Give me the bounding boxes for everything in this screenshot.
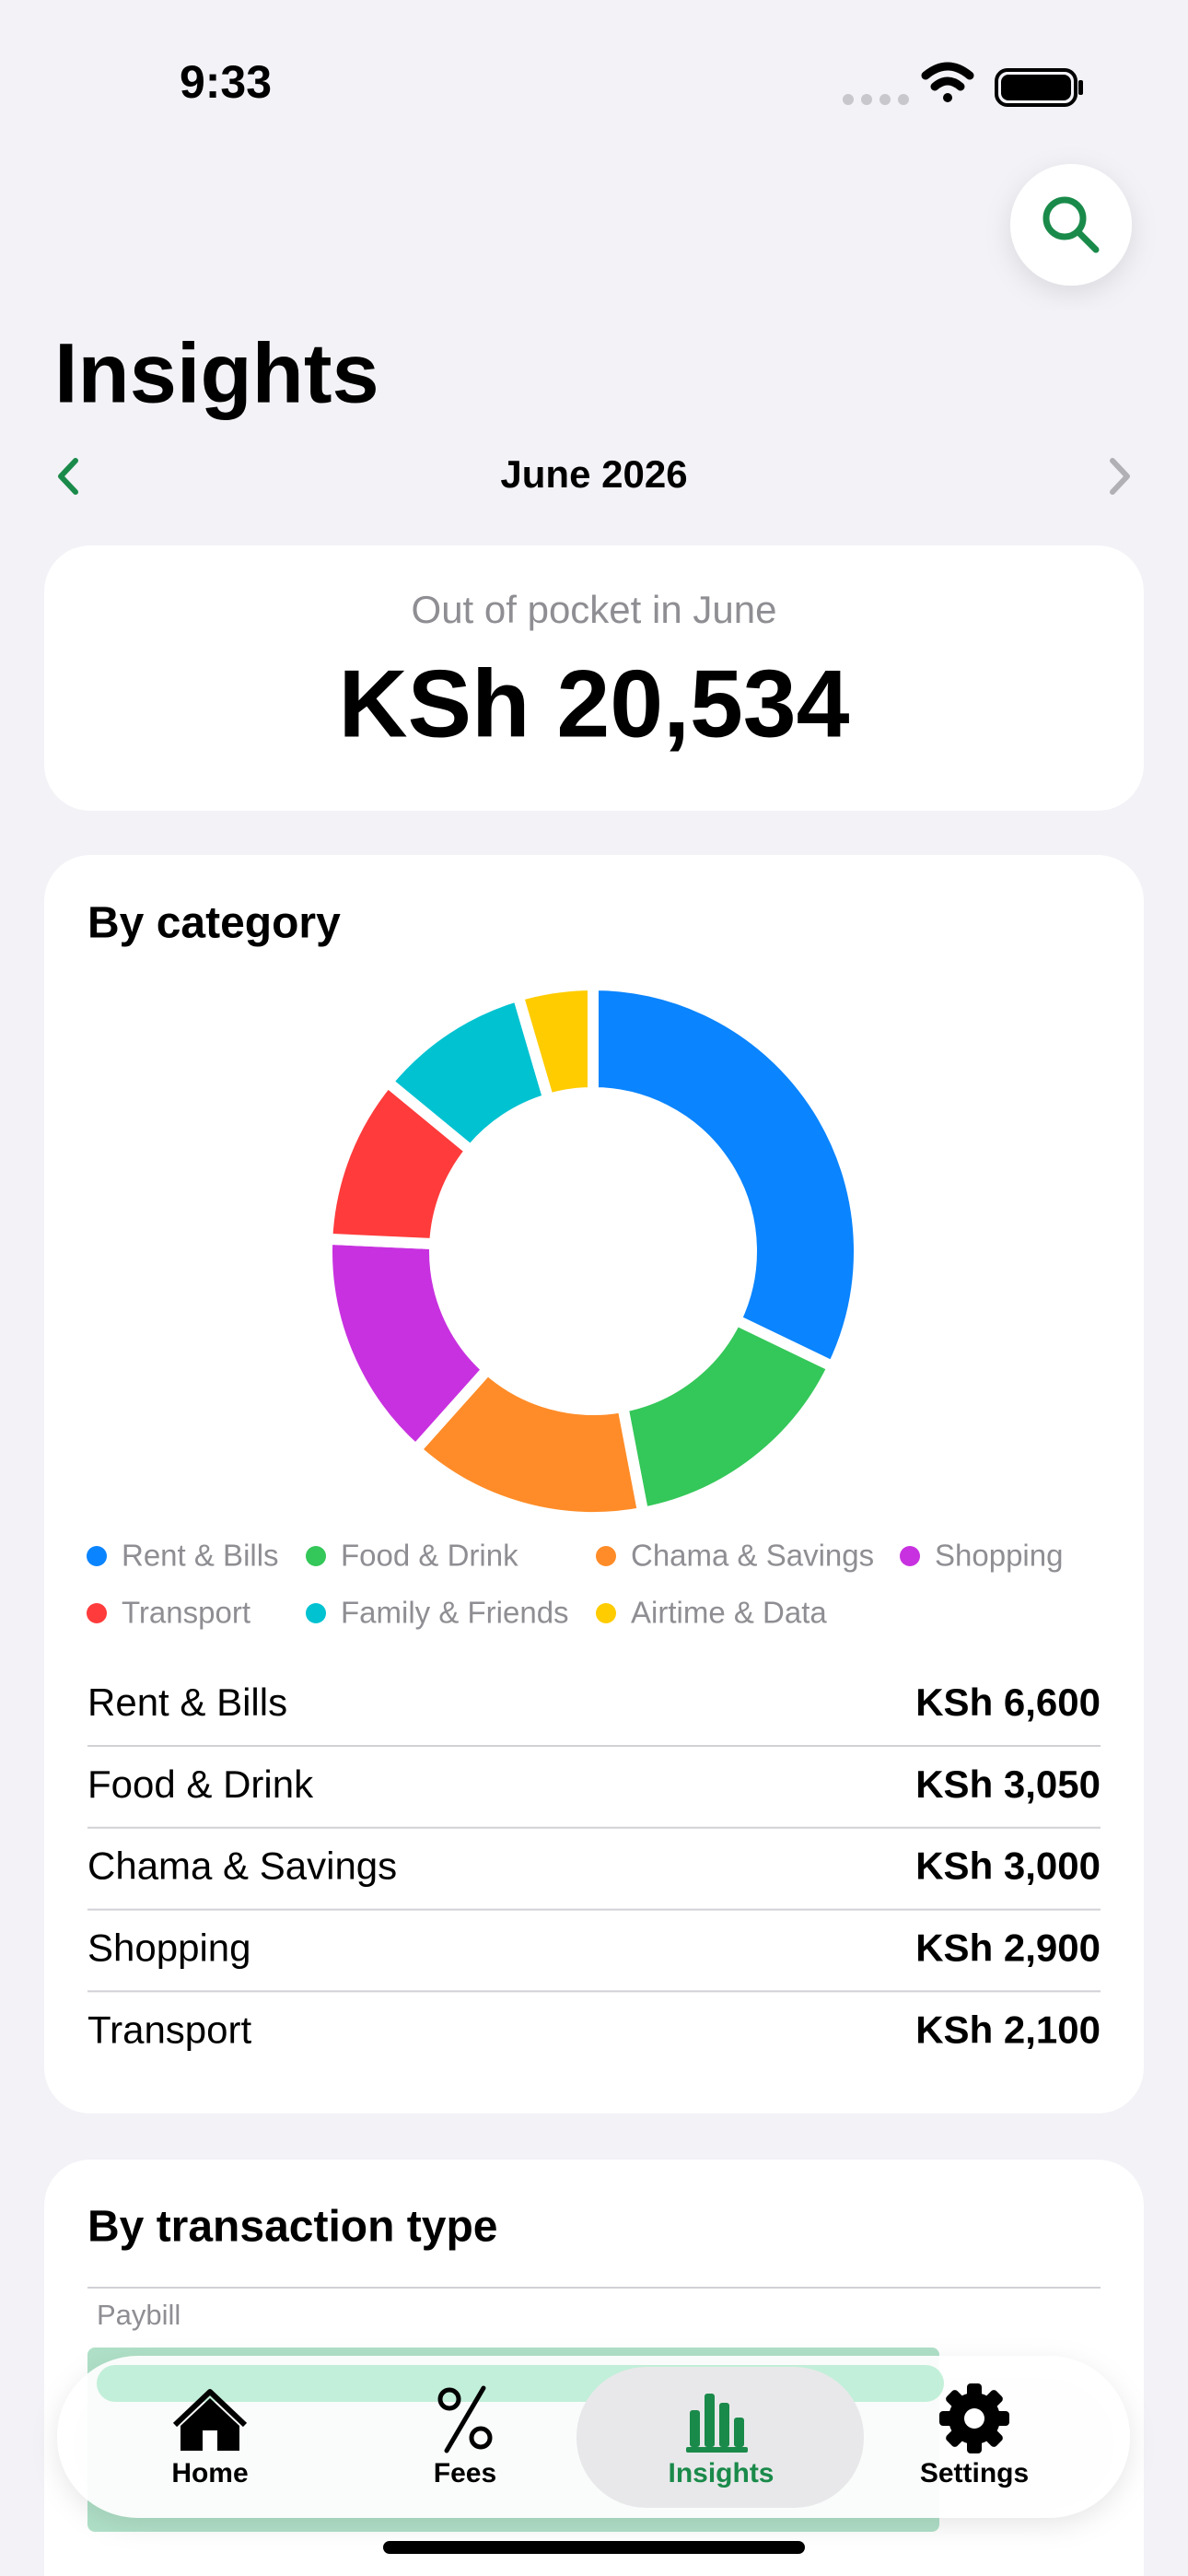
search-button[interactable]	[1010, 164, 1132, 286]
card-title: By category	[87, 899, 341, 948]
summary-card	[44, 545, 1144, 811]
status-time: 9:33	[180, 56, 272, 108]
tab-label[interactable]: Fees	[434, 2458, 496, 2488]
search-icon	[1042, 196, 1100, 253]
home-indicator	[383, 2541, 805, 2554]
legend-label: Shopping	[935, 1539, 1063, 1573]
donut-segment	[320, 1233, 494, 1456]
home-icon	[172, 2389, 248, 2451]
category-amount: KSh 2,100	[915, 2008, 1101, 2051]
signal	[843, 94, 909, 105]
prev-month[interactable]	[58, 458, 78, 495]
category-name: Transport	[87, 2008, 252, 2051]
summary-label: Out of pocket in June	[412, 588, 777, 631]
battery-tip	[1078, 80, 1083, 95]
donut-chart	[320, 979, 865, 1523]
tab-label[interactable]: Settings	[920, 2458, 1029, 2488]
settings-icon	[939, 2383, 1009, 2453]
legend-dot	[596, 1546, 616, 1566]
tab-labels: Home Fees Insights Settings	[171, 2458, 1029, 2488]
category-name: Shopping	[87, 1926, 251, 1969]
wifi	[921, 62, 974, 102]
legend-label: Transport	[122, 1596, 250, 1630]
legend-label: Family & Friends	[341, 1596, 569, 1630]
category-name: Rent & Bills	[87, 1680, 287, 1724]
transaction-row-label: Paybill	[97, 2299, 181, 2331]
legend-dot	[87, 1546, 107, 1566]
legend: Rent & Bills Food & Drink Chama & Savings S…	[87, 1539, 1063, 1630]
legend-dot	[87, 1603, 107, 1623]
fees-icon	[437, 2385, 493, 2453]
card-title: By transaction type	[87, 2203, 497, 2252]
legend-label: Airtime & Data	[631, 1596, 827, 1630]
category-amount: KSh 3,050	[915, 1762, 1101, 1806]
legend-label: Rent & Bills	[122, 1539, 279, 1573]
legend-label: Food & Drink	[341, 1539, 518, 1573]
page-title: Insights	[54, 326, 379, 420]
category-name: Chama & Savings	[87, 1844, 397, 1888]
donut-segment	[512, 979, 599, 1105]
month-label: June 2026	[500, 452, 687, 496]
category-name: Food & Drink	[87, 1762, 314, 1806]
summary-amount: KSh 20,534	[339, 650, 850, 757]
next-month[interactable]	[1110, 458, 1130, 495]
insights-icon	[686, 2394, 748, 2453]
category-list: Rent & Bills KSh 6,600 Food & Drink KSh 3,0…	[87, 1680, 1101, 2051]
donut-segment	[588, 979, 865, 1373]
legend-label: Chama & Savings	[631, 1539, 874, 1573]
donut-segment	[617, 1314, 839, 1518]
legend-dot	[306, 1603, 326, 1623]
category-amount: KSh 3,000	[915, 1844, 1101, 1888]
legend-dot	[596, 1603, 616, 1623]
tab-label[interactable]: Home	[171, 2458, 248, 2488]
battery	[995, 68, 1077, 107]
tab-label[interactable]: Insights	[668, 2458, 774, 2488]
legend-dot	[306, 1546, 326, 1566]
category-amount: KSh 2,900	[915, 1926, 1101, 1969]
category-amount: KSh 6,600	[915, 1680, 1101, 1724]
battery-level	[1001, 75, 1071, 100]
legend-dot	[900, 1546, 920, 1566]
